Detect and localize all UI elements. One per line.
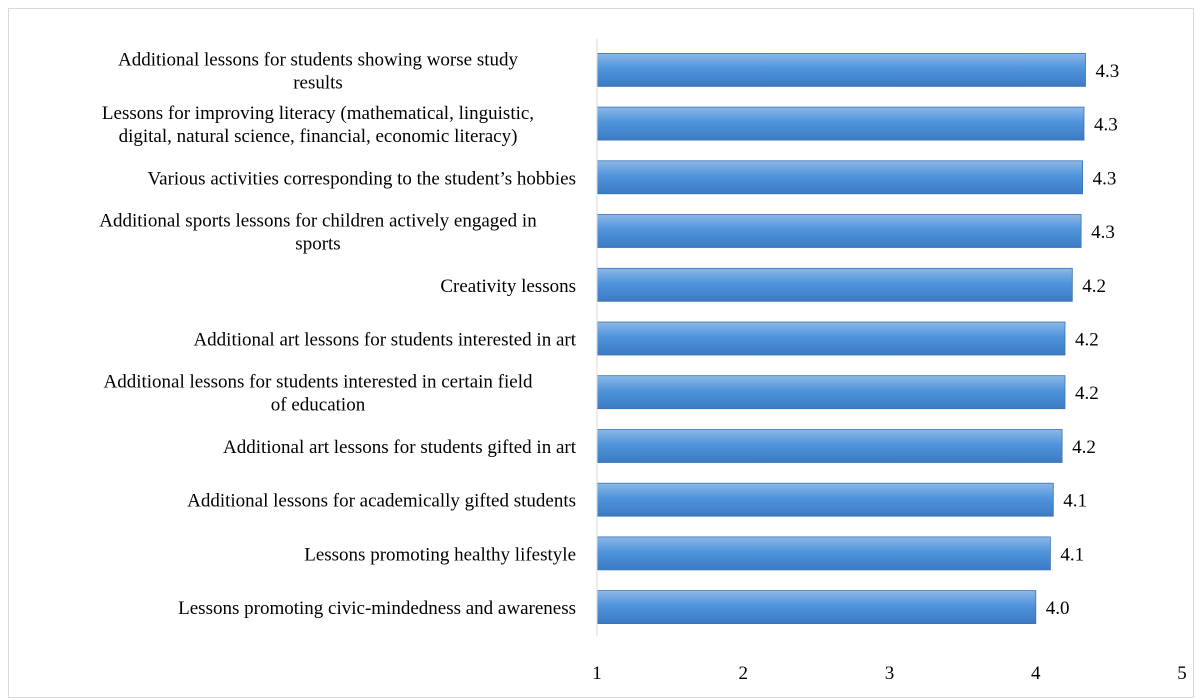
category-label-2: Lessons for improving literacy (mathemat… xyxy=(102,103,534,147)
bar-5 xyxy=(596,267,1073,302)
category-label-line: Lessons for improving literacy (mathemat… xyxy=(102,103,534,124)
bar-3 xyxy=(596,160,1084,195)
value-label-11: 4.0 xyxy=(1046,598,1070,619)
category-label-4: Additional sports lessons for children a… xyxy=(99,211,537,255)
bar-1 xyxy=(596,53,1086,87)
category-label-line: Lessons promoting civic-mindedness and a… xyxy=(178,598,576,619)
x-tick-label-4: 4 xyxy=(1031,663,1041,684)
value-label-5: 4.2 xyxy=(1082,276,1106,297)
x-tick-label-3: 3 xyxy=(885,663,895,684)
value-label-8: 4.2 xyxy=(1072,437,1096,458)
x-axis-ticks: 1 2 3 4 5 xyxy=(592,663,1187,684)
x-tick-label-5: 5 xyxy=(1177,663,1187,684)
category-label-line: Additional lessons for students showing … xyxy=(118,49,519,70)
bar-10 xyxy=(596,536,1051,571)
category-label-line: Additional art lessons for students gift… xyxy=(223,437,577,458)
value-label-1: 4.3 xyxy=(1096,61,1120,82)
x-tick-label-1: 1 xyxy=(592,663,602,684)
category-label-line: of education xyxy=(271,395,366,416)
category-label-line: Additional lessons for academically gift… xyxy=(187,491,576,512)
category-label-line: Additional lessons for students interest… xyxy=(104,372,533,393)
bar-8 xyxy=(596,429,1063,463)
bar-4 xyxy=(596,214,1082,248)
category-label-line: sports xyxy=(295,234,340,255)
value-label-7: 4.2 xyxy=(1075,383,1099,404)
category-label-line: Additional art lessons for students inte… xyxy=(193,330,576,351)
value-label-4: 4.3 xyxy=(1091,222,1115,243)
value-label-3: 4.3 xyxy=(1093,168,1117,189)
category-label-line: results xyxy=(293,72,343,93)
bar-7 xyxy=(596,375,1066,410)
category-label-1: Additional lessons for students showing … xyxy=(118,49,519,93)
category-labels: Additional lessons for students showing … xyxy=(99,49,576,619)
category-label-6: Additional art lessons for students inte… xyxy=(193,330,576,351)
category-label-9: Additional lessons for academically gift… xyxy=(187,491,576,512)
value-label-9: 4.1 xyxy=(1063,491,1087,512)
bar-2 xyxy=(596,106,1085,141)
category-label-line: digital, natural science, financial, eco… xyxy=(119,126,518,147)
bar-11 xyxy=(596,590,1037,624)
category-label-11: Lessons promoting civic-mindedness and a… xyxy=(178,598,576,619)
category-label-3: Various activities corresponding to the … xyxy=(148,168,576,189)
bars-layer xyxy=(596,53,1086,624)
value-labels: 4.3 4.3 4.3 4.3 4.2 4.2 4.2 4.2 4.1 4.1 4.0 xyxy=(1046,61,1119,619)
category-label-line: Various activities corresponding to the … xyxy=(148,168,576,189)
bar-6 xyxy=(596,321,1066,356)
category-label-7: Additional lessons for students interest… xyxy=(104,372,533,416)
value-label-10: 4.1 xyxy=(1060,544,1084,565)
category-label-line: Additional sports lessons for children a… xyxy=(99,211,537,232)
category-label-line: Lessons promoting healthy lifestyle xyxy=(304,544,576,565)
x-tick-label-2: 2 xyxy=(739,663,749,684)
category-label-8: Additional art lessons for students gift… xyxy=(223,437,577,458)
category-label-10: Lessons promoting healthy lifestyle xyxy=(304,544,576,565)
category-label-line: Creativity lessons xyxy=(440,276,576,297)
value-label-6: 4.2 xyxy=(1075,330,1099,351)
value-label-2: 4.3 xyxy=(1094,115,1118,136)
category-label-5: Creativity lessons xyxy=(440,276,576,297)
bar-9 xyxy=(596,482,1054,517)
